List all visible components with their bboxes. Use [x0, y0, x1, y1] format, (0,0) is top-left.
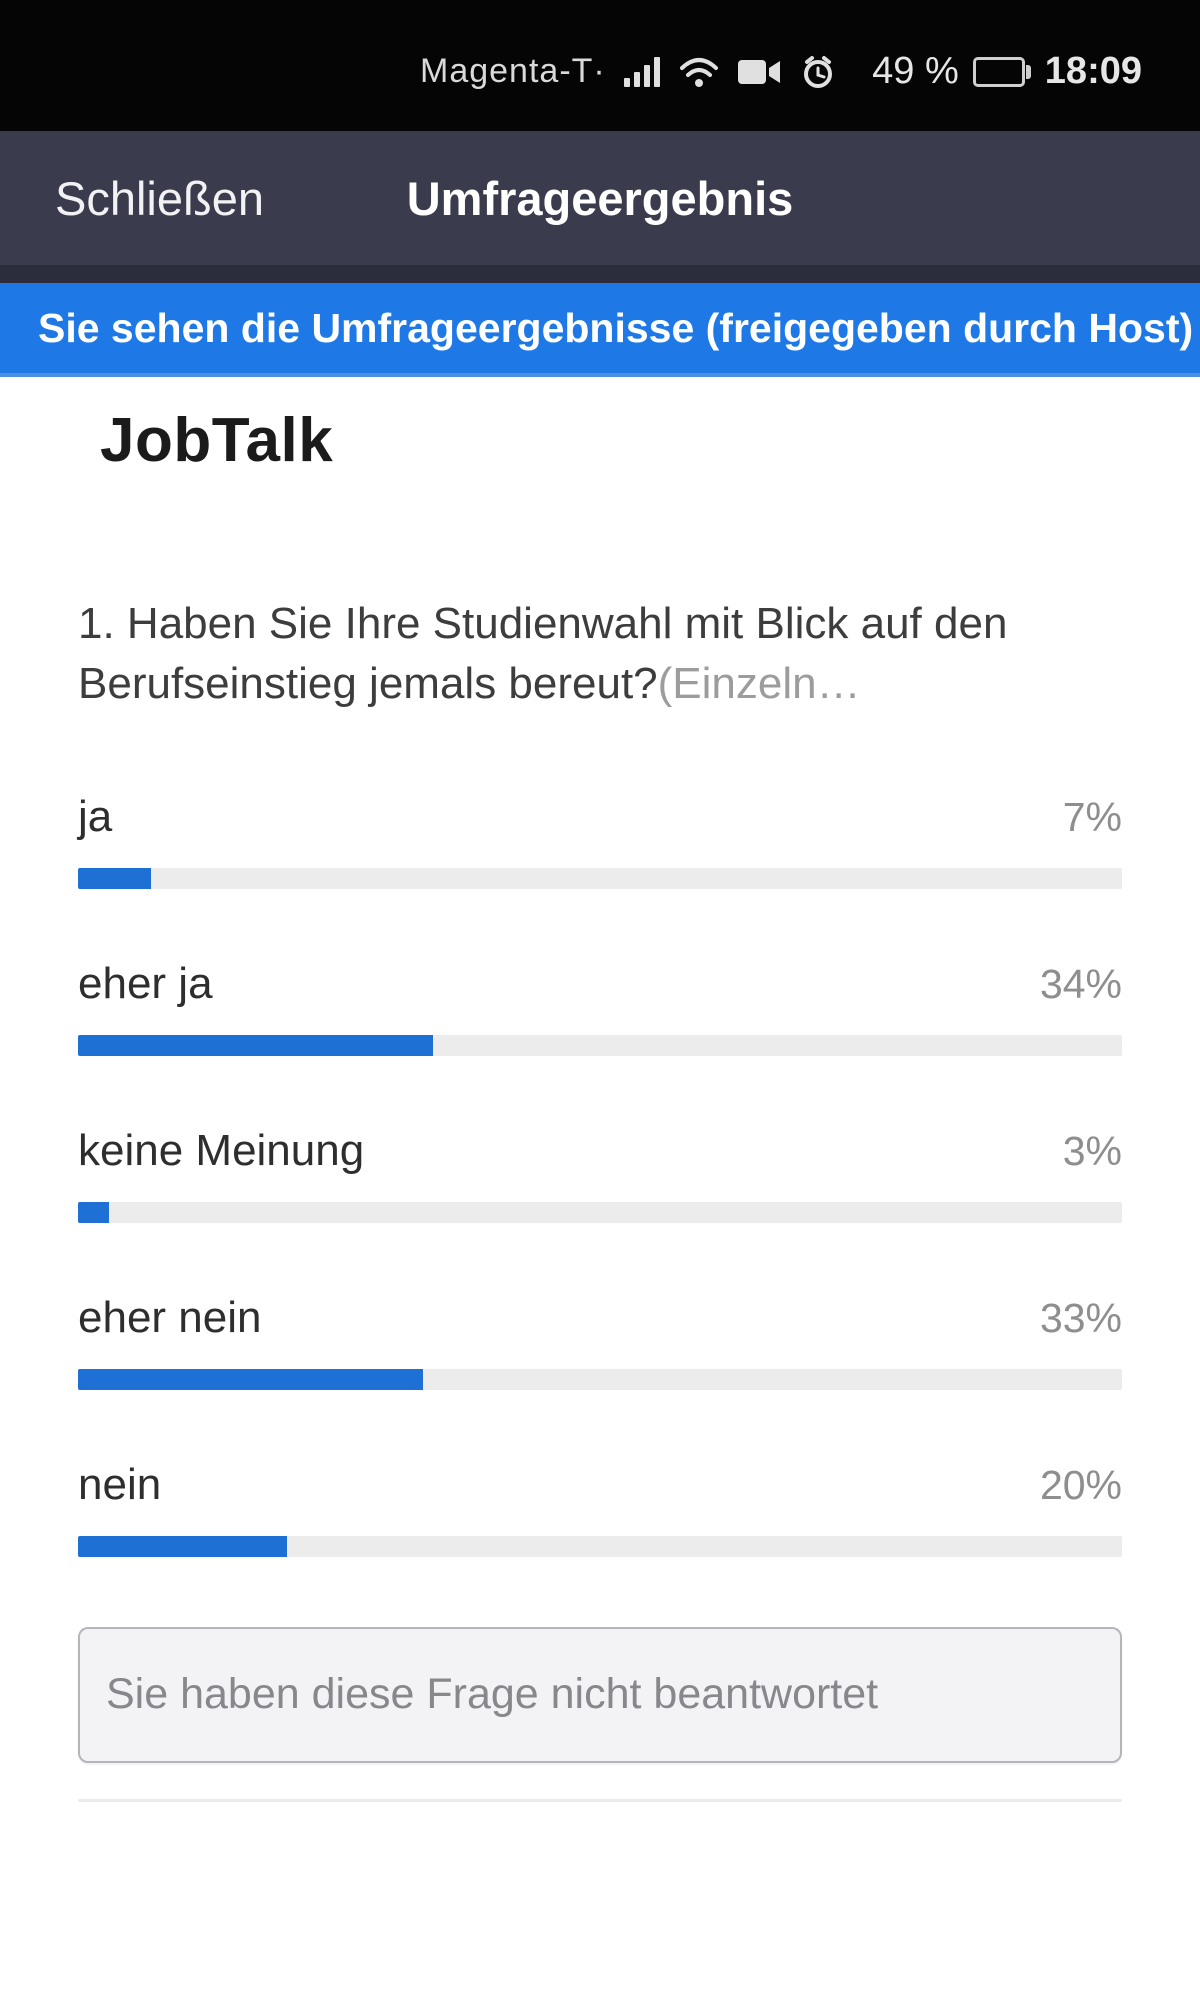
- option-label: ja: [78, 791, 113, 841]
- option-bar-fill: [78, 1535, 287, 1557]
- page-title: Umfrageergebnis: [406, 171, 794, 225]
- poll-title: JobTalk: [100, 406, 334, 475]
- poll-question-text: 1. Haben Sie Ihre Studienwahl mit Blick …: [78, 599, 1008, 708]
- poll-option-row: eher ja 34%: [78, 959, 1122, 1056]
- not-answered-text: Sie haben diese Frage nicht beantwortet: [106, 1670, 879, 1719]
- poll-results-content: JobTalk 1. Haben Sie Ihre Studienwahl mi…: [0, 405, 1200, 1802]
- battery-percent-label: 49 %: [872, 50, 959, 92]
- status-bar-left-group: Magenta-T·: [420, 52, 836, 91]
- option-percent: 3%: [1062, 1127, 1122, 1174]
- poll-option-row: eher nein 33%: [78, 1293, 1122, 1390]
- option-label: eher ja: [78, 958, 213, 1008]
- host-shared-banner: Sie sehen die Umfrageergebnisse (freigeg…: [0, 283, 1200, 377]
- battery-icon: [972, 56, 1031, 87]
- option-label: nein: [78, 1459, 162, 1509]
- option-label: eher nein: [78, 1292, 262, 1342]
- poll-option-row: ja 7%: [78, 792, 1122, 889]
- poll-option-row: nein 20%: [78, 1460, 1122, 1557]
- option-bar-track: [78, 1034, 1122, 1056]
- option-label: keine Meinung: [78, 1125, 365, 1175]
- option-percent: 33%: [1039, 1294, 1122, 1341]
- poll-option-row: keine Meinung 3%: [78, 1126, 1122, 1223]
- wifi-icon: [678, 56, 720, 88]
- signal-icon: [623, 56, 660, 87]
- option-bar-track: [78, 1368, 1122, 1390]
- status-bar: Magenta-T·: [0, 0, 1200, 131]
- option-percent: 7%: [1062, 793, 1122, 840]
- poll-options: ja 7% eher ja 34% keine Meinung 3% eher …: [78, 792, 1122, 1557]
- section-divider: [78, 1798, 1122, 1802]
- clock-label: 18:09: [1044, 50, 1142, 92]
- not-answered-box: Sie haben diese Frage nicht beantwortet: [78, 1626, 1122, 1763]
- option-bar-fill: [78, 867, 152, 889]
- option-bar-track: [78, 867, 1122, 889]
- host-shared-banner-text: Sie sehen die Umfrageergebnisse (freigeg…: [38, 304, 1194, 351]
- option-bar-fill: [78, 1034, 433, 1056]
- nav-header: Schließen Umfrageergebnis: [0, 131, 1200, 283]
- poll-question: 1. Haben Sie Ihre Studienwahl mit Blick …: [78, 594, 1122, 714]
- option-percent: 20%: [1039, 1461, 1122, 1508]
- poll-question-type-suffix: (Einzeln…: [657, 658, 861, 708]
- carrier-label: Magenta-T·: [420, 52, 606, 90]
- option-bar-fill: [78, 1201, 110, 1223]
- status-bar-right-group: 49 % 18:09: [872, 50, 1142, 93]
- close-button[interactable]: Schließen: [55, 171, 264, 225]
- alarm-icon: [800, 54, 836, 90]
- video-camera-icon: [737, 58, 782, 86]
- option-percent: 34%: [1039, 960, 1122, 1007]
- option-bar-track: [78, 1535, 1122, 1557]
- option-bar-fill: [78, 1368, 423, 1390]
- option-bar-track: [78, 1201, 1122, 1223]
